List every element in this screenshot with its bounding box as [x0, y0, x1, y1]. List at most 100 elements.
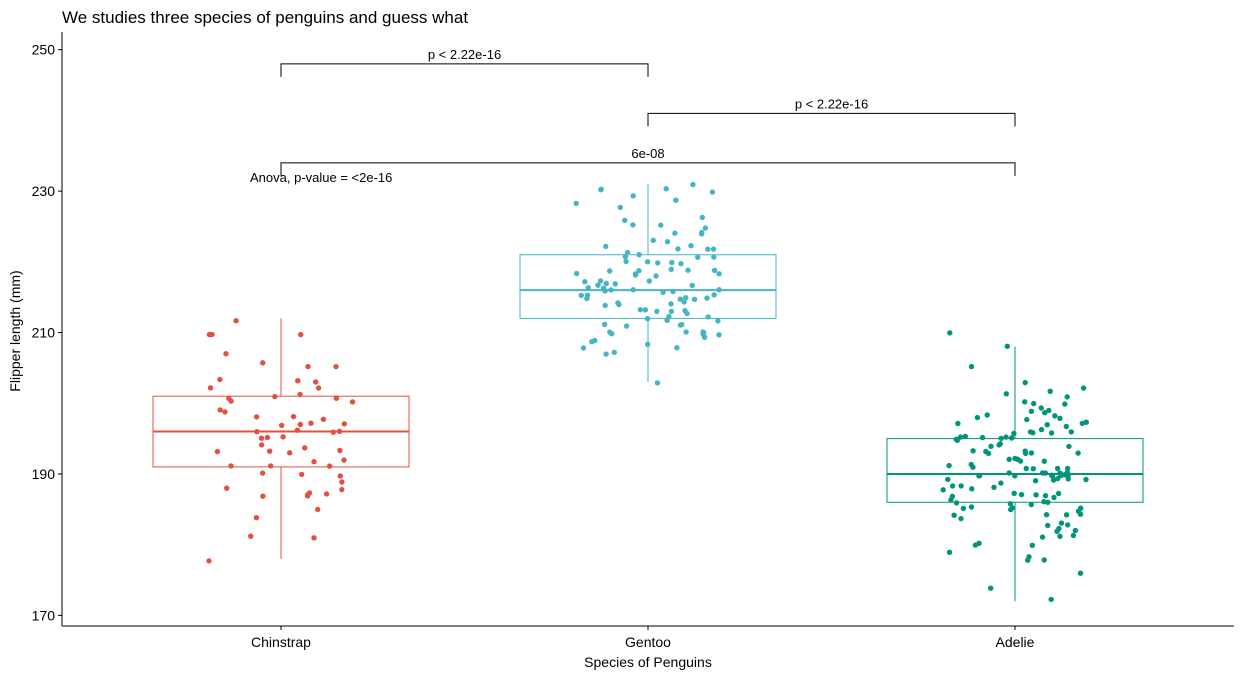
data-point	[611, 349, 617, 356]
data-point	[1075, 450, 1081, 456]
data-point	[287, 450, 293, 456]
data-point	[1057, 533, 1063, 539]
data-point	[988, 585, 994, 591]
anova-label: Anova, p-value = <2e-16	[250, 170, 392, 185]
data-point	[1066, 443, 1072, 450]
data-point	[272, 393, 278, 400]
data-point	[1021, 399, 1028, 405]
bracket-line	[647, 112, 1016, 127]
data-point	[1023, 465, 1029, 472]
data-point	[1006, 456, 1012, 462]
data-point	[678, 261, 684, 267]
data-point	[1070, 532, 1077, 539]
data-point	[1048, 430, 1055, 436]
data-point	[716, 271, 722, 277]
data-point	[333, 395, 340, 401]
data-point	[637, 307, 643, 313]
data-point	[1058, 520, 1065, 526]
data-point	[295, 378, 301, 384]
data-point	[683, 295, 689, 301]
comparison-bracket: 6e-08	[280, 146, 1016, 176]
data-point	[622, 254, 629, 260]
data-point	[1022, 448, 1028, 454]
data-point	[280, 434, 286, 440]
data-point	[339, 486, 345, 493]
series-chinstrap	[152, 318, 410, 564]
data-point	[607, 329, 613, 335]
series-adelie	[886, 330, 1144, 603]
data-point	[630, 287, 636, 293]
comparison-bracket: p < 2.22e-16	[280, 47, 649, 77]
data-point	[675, 246, 681, 252]
data-point	[608, 287, 614, 293]
data-point	[668, 308, 675, 315]
data-point	[598, 186, 604, 192]
data-point	[642, 307, 649, 313]
data-point	[969, 486, 975, 492]
data-point	[573, 270, 580, 277]
y-axis-title: Flipper length (mm)	[7, 270, 23, 391]
data-point	[945, 476, 951, 483]
data-point	[206, 558, 212, 564]
data-point	[267, 448, 273, 454]
data-point	[653, 273, 659, 279]
x-tick-label: Chinstrap	[251, 634, 311, 650]
data-point	[1009, 505, 1015, 511]
significance-annotations: p < 2.22e-16 p < 2.22e-16 6e-08	[280, 47, 1016, 176]
data-point	[1024, 416, 1030, 423]
data-point	[644, 316, 651, 322]
data-point	[268, 463, 274, 469]
data-point	[297, 421, 303, 428]
data-point	[1029, 542, 1036, 548]
data-point	[311, 535, 317, 541]
data-point	[308, 420, 314, 426]
data-point	[709, 189, 716, 195]
data-point	[685, 267, 691, 273]
plot-area	[152, 181, 1144, 603]
data-point	[1041, 499, 1047, 505]
data-point	[279, 422, 285, 429]
data-point	[670, 288, 676, 295]
data-point	[584, 292, 591, 298]
data-point	[1003, 391, 1009, 397]
data-point	[673, 197, 679, 203]
data-point	[336, 428, 343, 434]
data-point	[645, 341, 651, 347]
data-point	[1055, 490, 1062, 497]
x-axis: Chinstrap Gentoo Adelie	[251, 626, 1035, 650]
box	[886, 438, 1144, 503]
data-point	[716, 287, 722, 293]
data-point	[602, 288, 608, 294]
data-point	[1065, 522, 1071, 528]
data-point	[940, 487, 946, 493]
data-point	[1083, 476, 1089, 483]
data-point	[1052, 413, 1058, 419]
x-tick-label: Gentoo	[625, 634, 671, 650]
data-point	[264, 434, 271, 441]
data-point	[672, 230, 678, 236]
data-point	[330, 429, 336, 435]
data-point	[699, 214, 705, 221]
data-point	[341, 457, 347, 463]
data-point	[622, 217, 628, 223]
bracket-line	[280, 162, 1016, 176]
data-point	[646, 278, 652, 284]
data-point	[674, 345, 680, 351]
data-point	[682, 307, 688, 314]
data-point	[326, 463, 333, 469]
data-point	[688, 243, 694, 249]
data-point	[260, 493, 266, 499]
data-point	[998, 480, 1004, 486]
data-point	[297, 391, 303, 398]
y-axis: 170 190 210 230 250	[32, 42, 62, 623]
data-point	[630, 193, 636, 199]
x-axis-title: Species of Penguins	[584, 654, 712, 670]
data-point	[958, 483, 964, 489]
data-point	[1054, 465, 1061, 472]
data-point	[710, 246, 717, 252]
comparison-label: p < 2.22e-16	[795, 96, 868, 111]
data-point	[623, 323, 630, 329]
data-point	[660, 289, 666, 295]
data-point	[654, 308, 660, 315]
